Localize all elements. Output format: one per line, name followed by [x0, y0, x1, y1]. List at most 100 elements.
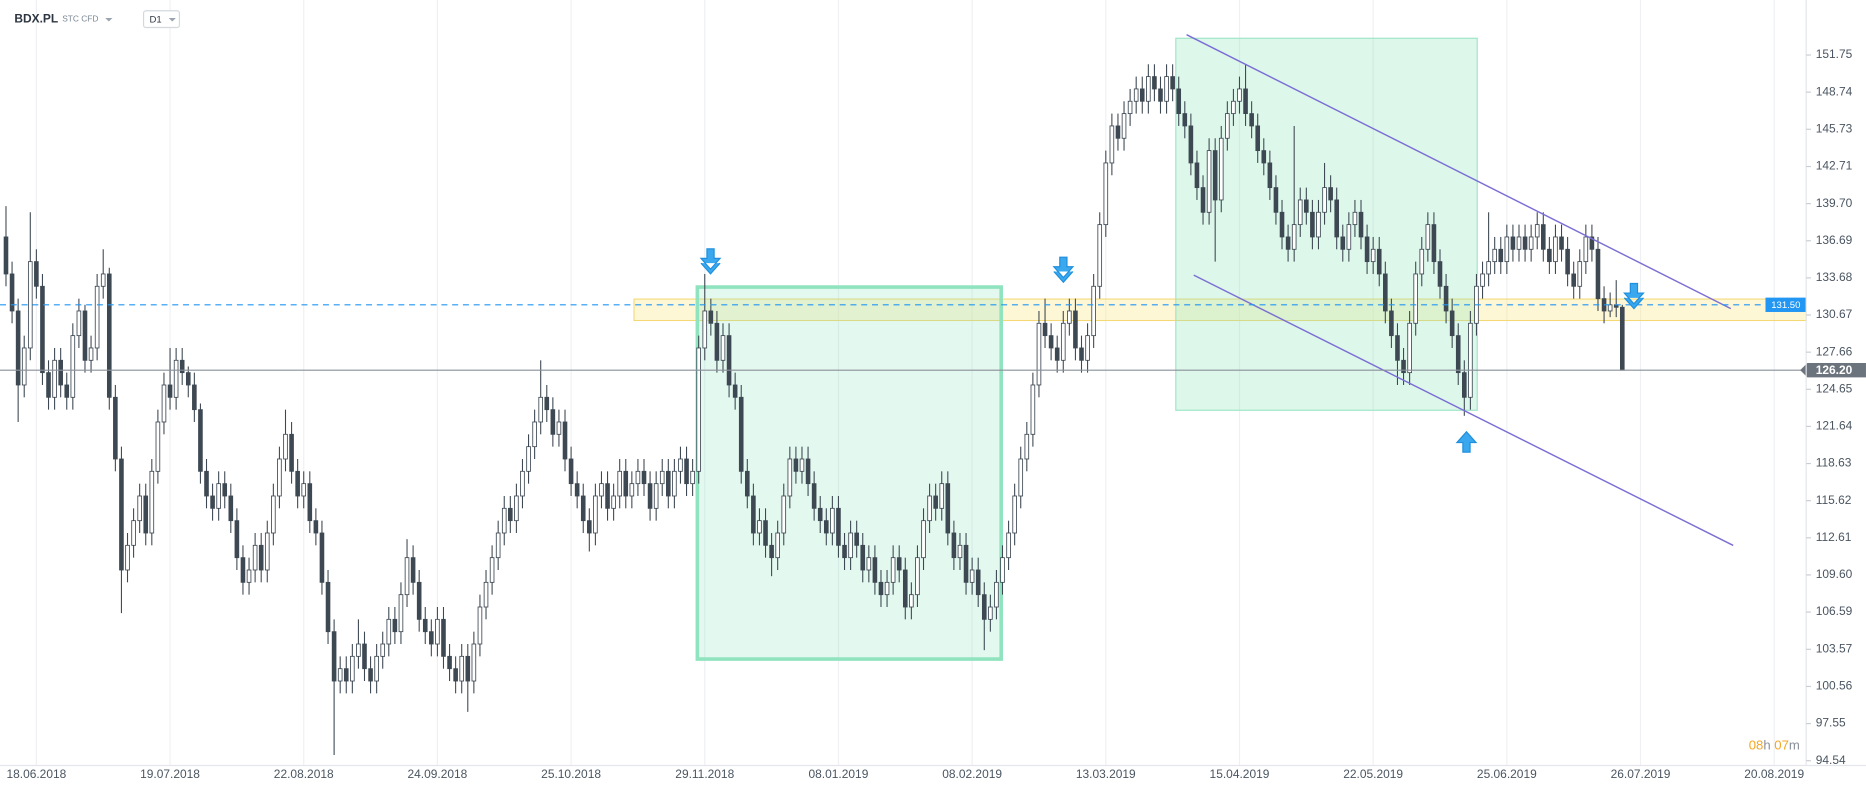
candle-body	[1443, 285, 1449, 312]
candle-body	[860, 544, 866, 571]
x-tick-label: 25.06.2019	[1477, 767, 1537, 781]
candle-body	[1455, 335, 1461, 374]
overlay	[699, 34, 1734, 547]
y-tick-label: 112.61	[1816, 530, 1852, 544]
x-tick-label: 20.08.2019	[1744, 767, 1804, 781]
candle-body	[1419, 248, 1425, 275]
candle-body	[27, 261, 33, 349]
price-label: 126.20	[1816, 363, 1853, 377]
candle-body	[909, 594, 914, 608]
candle-body	[9, 273, 15, 312]
candle-body	[1279, 211, 1285, 238]
candle-body	[483, 581, 489, 608]
candle-body	[1255, 125, 1261, 152]
candle-body	[599, 483, 604, 497]
candle-body	[1291, 224, 1297, 250]
candle-body	[1006, 532, 1011, 559]
candle-body	[799, 458, 805, 472]
dropdown-caret[interactable]	[168, 17, 176, 22]
axes: 18.06.2018 19.07.2018 22.08.2018 24.09.2018…	[6, 47, 1852, 781]
candle-body	[890, 557, 896, 583]
candle-body	[720, 335, 726, 361]
candle-body	[556, 421, 562, 435]
candle-body	[252, 544, 258, 571]
candle-body	[708, 310, 714, 324]
candle-body	[234, 520, 240, 559]
candle-body	[173, 359, 179, 398]
candle-body	[392, 618, 398, 633]
candle-body	[915, 557, 920, 596]
candle-body	[1583, 236, 1589, 263]
candle-body	[1304, 199, 1309, 213]
candle-body	[1480, 273, 1485, 287]
candle-body	[1097, 224, 1103, 287]
candle-body	[562, 421, 568, 460]
candle-body	[1449, 310, 1455, 337]
candle-body	[1042, 322, 1048, 337]
candle-body	[46, 372, 51, 398]
candle-body	[1085, 335, 1090, 361]
candle-body	[100, 273, 106, 287]
candle-body	[830, 507, 835, 534]
candle-body	[1146, 76, 1151, 102]
candle-body	[198, 409, 203, 472]
candle-body	[216, 483, 221, 509]
candle-body	[368, 668, 373, 682]
down-arrow	[1623, 282, 1645, 310]
price-label-box	[1765, 297, 1807, 312]
candle-body	[623, 470, 629, 497]
candle-body	[842, 544, 847, 559]
candle-body	[817, 507, 823, 522]
candle-body	[726, 335, 732, 386]
grid	[35, 0, 1775, 766]
down-arrow	[699, 248, 722, 275]
candle-body	[1073, 310, 1078, 349]
candle-body	[1273, 187, 1279, 213]
candle-body	[58, 359, 63, 386]
candle-body	[672, 470, 677, 497]
candle-body	[1261, 150, 1267, 164]
candle-body	[611, 495, 616, 509]
candle-body	[994, 581, 999, 608]
candle-body	[1036, 322, 1042, 386]
y-tick-label: 139.70	[1816, 196, 1853, 210]
candle-body	[1297, 199, 1303, 226]
candle-body	[1559, 236, 1564, 250]
timeframe[interactable]: D1	[150, 14, 162, 25]
candle-body	[1577, 261, 1583, 287]
candle-body	[228, 495, 234, 522]
candle-body	[1528, 236, 1534, 250]
candle-body	[258, 544, 264, 571]
candle-body	[1358, 211, 1364, 238]
candle-body	[94, 285, 100, 349]
candle-body	[1389, 310, 1394, 337]
candle-body	[963, 544, 969, 583]
candle-body	[1206, 150, 1212, 213]
timer: 08h 07m	[1749, 738, 1800, 753]
price-label: 131.50	[1771, 300, 1800, 311]
candle-body	[811, 483, 817, 509]
candle-body	[593, 495, 598, 534]
symbol[interactable]: BDX.PL	[14, 11, 58, 25]
timeframe-box[interactable]	[142, 10, 181, 29]
candle-body	[313, 520, 319, 534]
candle-body	[1534, 224, 1540, 238]
candle-body	[854, 532, 859, 546]
candle-body	[465, 655, 471, 682]
y-tick-label: 151.75	[1816, 47, 1853, 61]
candle-body	[161, 384, 167, 423]
candle-body	[653, 483, 659, 509]
candle-body	[1176, 88, 1182, 115]
candle-body	[1571, 273, 1576, 287]
candle-body	[1067, 310, 1072, 324]
candle-body	[666, 470, 671, 497]
candle-body	[1030, 384, 1036, 435]
candle-body	[1121, 113, 1127, 139]
candle-body	[34, 261, 39, 287]
candle-body	[1048, 335, 1054, 349]
candle-body	[1012, 495, 1017, 534]
dropdown-caret[interactable]	[105, 17, 113, 22]
y-tick-label: 127.66	[1816, 344, 1853, 358]
candle-body	[878, 581, 884, 596]
candle-body	[398, 594, 404, 633]
